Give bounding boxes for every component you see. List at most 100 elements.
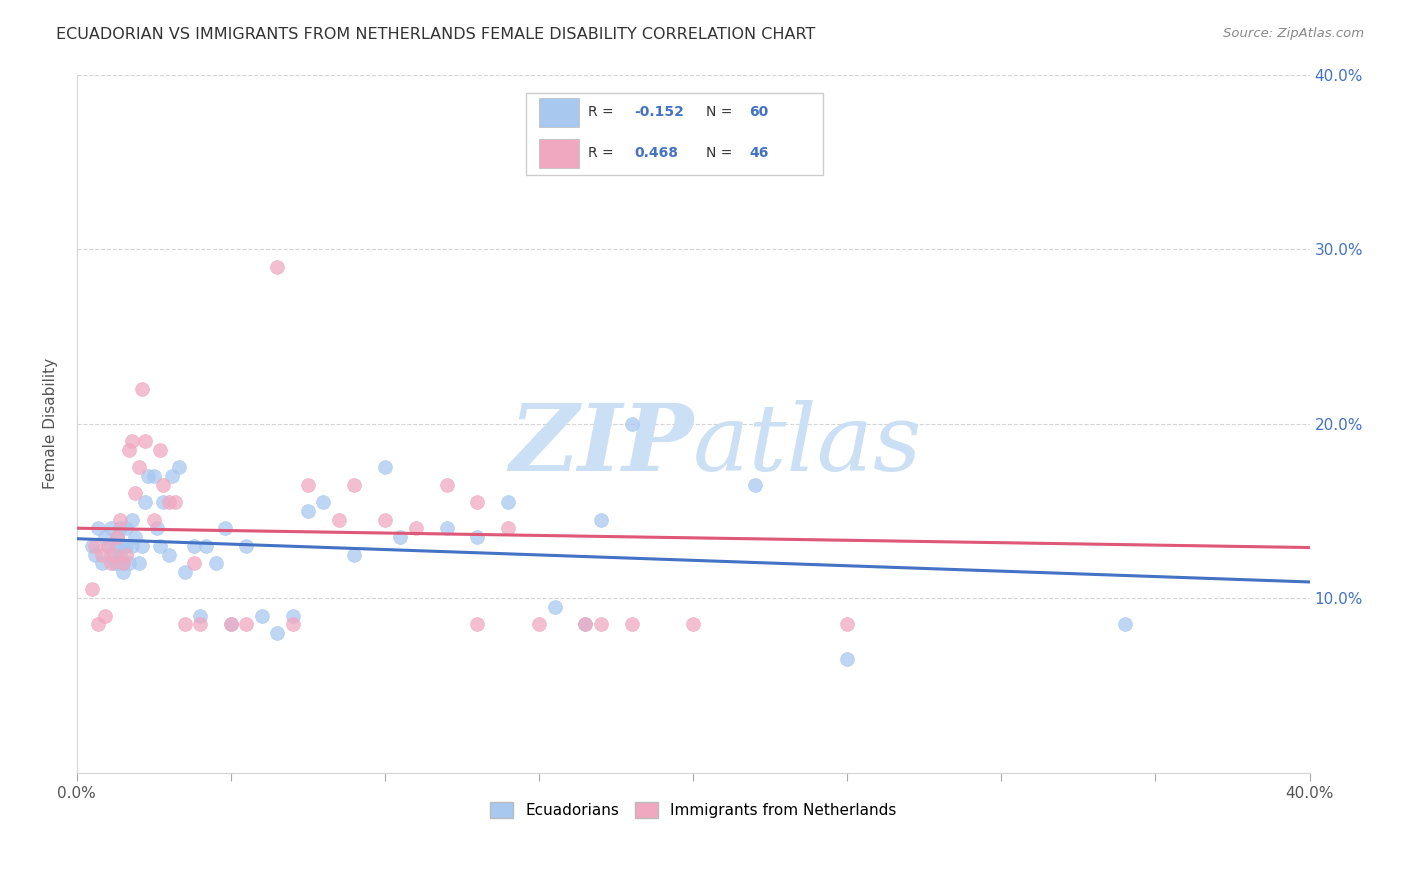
Point [112, 539, 135, 553]
Point [142, 513, 165, 527]
Point [103, 548, 125, 562]
Point [87, 521, 110, 535]
Point [136, 469, 159, 483]
Point [374, 460, 396, 475]
Point [837, 617, 859, 632]
Point [281, 617, 304, 632]
Text: R =: R = [588, 105, 619, 120]
Point [328, 513, 350, 527]
Point [374, 513, 396, 527]
Y-axis label: Female Disability: Female Disability [44, 358, 58, 489]
Point [527, 617, 550, 632]
Point [108, 548, 131, 562]
Point [105, 530, 128, 544]
Point [837, 652, 859, 666]
Point [84, 539, 107, 553]
FancyBboxPatch shape [538, 139, 579, 168]
Point [103, 556, 125, 570]
Point [124, 486, 146, 500]
Point [105, 556, 128, 570]
Point [312, 495, 335, 509]
Point [389, 530, 412, 544]
Point [467, 617, 489, 632]
Point [188, 617, 211, 632]
Text: atlas: atlas [693, 400, 922, 490]
FancyBboxPatch shape [538, 98, 579, 127]
Point [149, 442, 172, 457]
Point [405, 521, 427, 535]
Point [682, 617, 704, 632]
Point [266, 260, 288, 274]
Point [90, 556, 112, 570]
Point [108, 521, 131, 535]
Point [142, 469, 165, 483]
Point [214, 521, 236, 535]
Point [112, 565, 135, 579]
Point [157, 548, 180, 562]
Point [118, 556, 141, 570]
Point [297, 504, 319, 518]
Point [112, 556, 135, 570]
Text: 60: 60 [749, 105, 768, 120]
Point [105, 539, 128, 553]
Point [620, 417, 643, 431]
Point [266, 626, 288, 640]
Point [165, 495, 187, 509]
Point [744, 477, 766, 491]
Point [173, 565, 195, 579]
Point [574, 617, 596, 632]
Point [297, 477, 319, 491]
Text: N =: N = [706, 146, 737, 161]
Text: N =: N = [706, 105, 737, 120]
Point [620, 617, 643, 632]
Point [134, 434, 156, 448]
Point [121, 513, 143, 527]
Point [84, 548, 107, 562]
Point [589, 617, 612, 632]
Point [134, 495, 156, 509]
Point [115, 548, 138, 562]
Point [152, 495, 174, 509]
Point [100, 521, 122, 535]
Point [436, 521, 458, 535]
Point [157, 495, 180, 509]
Text: 0.468: 0.468 [634, 146, 679, 161]
Point [115, 539, 138, 553]
Point [82, 582, 104, 597]
Point [93, 608, 115, 623]
Point [219, 617, 242, 632]
Point [131, 382, 153, 396]
Point [183, 539, 205, 553]
Point [108, 513, 131, 527]
Point [167, 460, 190, 475]
Point [124, 530, 146, 544]
Point [467, 495, 489, 509]
Text: -0.152: -0.152 [634, 105, 685, 120]
Point [436, 477, 458, 491]
Point [149, 539, 172, 553]
Point [118, 442, 141, 457]
Point [281, 608, 304, 623]
Point [146, 521, 169, 535]
Point [1114, 617, 1136, 632]
Text: ZIP: ZIP [509, 400, 693, 490]
Point [574, 617, 596, 632]
Point [343, 477, 366, 491]
Point [204, 556, 226, 570]
Point [100, 556, 122, 570]
Point [152, 477, 174, 491]
Point [219, 617, 242, 632]
Point [128, 460, 150, 475]
Text: ECUADORIAN VS IMMIGRANTS FROM NETHERLANDS FEMALE DISABILITY CORRELATION CHART: ECUADORIAN VS IMMIGRANTS FROM NETHERLAND… [56, 27, 815, 42]
Point [105, 530, 128, 544]
Point [121, 539, 143, 553]
Point [250, 608, 273, 623]
Point [82, 539, 104, 553]
Point [589, 513, 612, 527]
Point [183, 556, 205, 570]
FancyBboxPatch shape [526, 93, 824, 175]
Point [162, 469, 184, 483]
Point [188, 608, 211, 623]
Point [97, 539, 120, 553]
Point [235, 617, 257, 632]
